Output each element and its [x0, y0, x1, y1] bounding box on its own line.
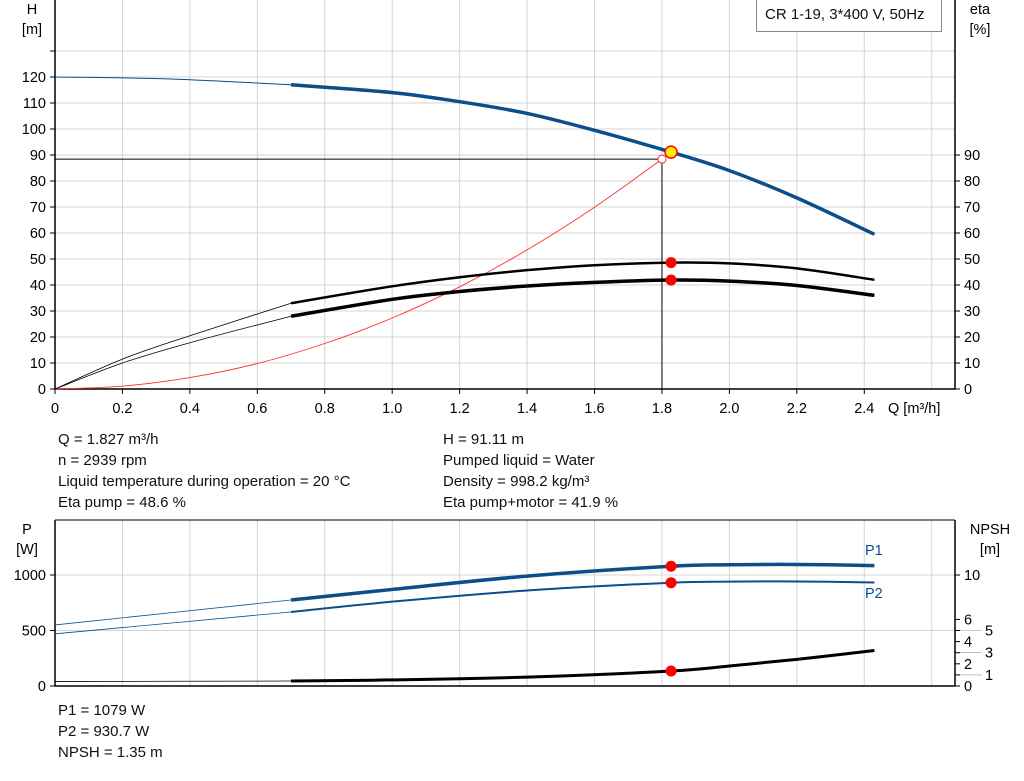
y-tick-label-left: 10 [30, 356, 46, 372]
eta-pump-marker [665, 257, 677, 269]
info-top-left: Q = 1.827 m³/h n = 2939 rpm Liquid tempe… [58, 429, 350, 513]
x-tick-label: 0.8 [315, 401, 335, 417]
y-tick-label-right: 80 [964, 174, 980, 190]
y-tick-label-left: 80 [30, 174, 46, 190]
y-tick-label-right: 40 [964, 278, 980, 294]
y-tick-label-right: 70 [964, 200, 980, 216]
y-axis-label-left: P [22, 522, 32, 538]
head-curve-thin [54, 76, 292, 86]
y-tick-label-right: 0 [964, 382, 972, 398]
requested-point-marker [657, 154, 667, 164]
y-tick-label-left: 30 [30, 304, 46, 320]
info-liquid: Pumped liquid = Water [443, 452, 595, 469]
y-tick-label-left: 20 [30, 330, 46, 346]
info-n: n = 2939 rpm [58, 452, 147, 469]
y-tick-label-left: 1000 [14, 568, 46, 584]
p1-curve-line [290, 562, 875, 602]
y-tick-label-right: 1 [985, 668, 993, 684]
info-bottom: P1 = 1079 W P2 = 930.7 W NPSH = 1.35 m [58, 700, 163, 763]
y-tick-label-right: 90 [964, 148, 980, 164]
x-tick-label: 1.2 [450, 401, 470, 417]
p1-curve-thin [54, 599, 292, 626]
y-tick-label-left: 110 [23, 96, 46, 112]
info-temp: Liquid temperature during operation = 20… [58, 473, 351, 490]
x-axis-label: Q [m³/h] [888, 401, 940, 417]
y-axis-unit-left: [m] [22, 22, 42, 38]
info-npsh: NPSH = 1.35 m [58, 744, 163, 761]
p2-label: P2 [865, 586, 883, 602]
info-eta-pump: Eta pump = 48.6 % [58, 494, 186, 511]
x-tick-label: 0.6 [247, 401, 267, 417]
y-axis-unit-right: [%] [970, 22, 991, 38]
y-tick-label-left: 0 [38, 679, 46, 695]
duty-point-marker [664, 145, 678, 159]
y-tick-label-right: 0 [964, 679, 972, 695]
y-tick-label-left: 120 [22, 70, 46, 86]
eta-pump-motor-curve-thin [54, 315, 292, 390]
info-eta-total: Eta pump+motor = 41.9 % [443, 494, 619, 511]
eta-pump-curve-thin [54, 302, 292, 390]
p1-marker [665, 560, 677, 572]
y-tick-label-right: 5 [985, 624, 993, 640]
npsh-marker [665, 665, 677, 677]
y-tick-label-left: 500 [22, 624, 46, 640]
x-tick-label: 1.8 [652, 401, 672, 417]
info-top-right: H = 91.11 m Pumped liquid = Water Densit… [443, 429, 618, 513]
head-curve-line [290, 83, 876, 236]
x-tick-label: 2.4 [854, 401, 874, 417]
y-tick-label-left: 90 [30, 148, 46, 164]
y-axis-unit-right: [m] [980, 542, 1000, 558]
y-tick-label-right: 30 [964, 304, 980, 320]
x-tick-label: 2.0 [719, 401, 739, 417]
info-p1: P1 = 1079 W [58, 702, 146, 719]
npsh-curve-thin [54, 680, 292, 682]
y-tick-label-right: 3 [985, 646, 993, 662]
y-axis-label-left: H [27, 2, 37, 18]
info-p2: P2 = 930.7 W [58, 723, 150, 740]
info-h: H = 91.11 m [443, 431, 525, 448]
p2-marker [665, 577, 677, 589]
y-axis-label-right: eta [970, 2, 991, 18]
eta-pump-motor-curve-line [290, 278, 875, 318]
y-axis-unit-left: [W] [16, 542, 38, 558]
y-tick-label-right: 2 [964, 657, 972, 673]
info-q: Q = 1.827 m³/h [58, 431, 159, 448]
y-tick-label-left: 70 [30, 200, 46, 216]
x-tick-label: 1.4 [517, 401, 537, 417]
x-tick-label: 0.2 [112, 401, 132, 417]
y-tick-label-right: 10 [964, 568, 980, 584]
info-density: Density = 998.2 kg/m³ [443, 473, 590, 490]
npsh-curve-line [291, 648, 875, 683]
y-tick-label-right: 50 [964, 252, 980, 268]
y-tick-label-right: 6 [964, 612, 972, 628]
x-tick-label: 0 [51, 401, 59, 417]
system-curve [54, 158, 663, 390]
p2-curve-line [290, 580, 875, 613]
x-tick-label: 1.6 [584, 401, 604, 417]
y-axis-label-right: NPSH [970, 522, 1010, 538]
eta-total-marker [665, 274, 677, 286]
y-tick-label-left: 0 [38, 382, 46, 398]
y-tick-label-left: 100 [22, 122, 46, 138]
x-tick-label: 0.4 [180, 401, 200, 417]
p2-curve-thin [54, 611, 292, 635]
y-tick-label-right: 10 [964, 356, 980, 372]
p1-label: P1 [865, 543, 883, 559]
x-tick-label: 1.0 [382, 401, 402, 417]
y-tick-label-left: 40 [30, 278, 46, 294]
y-tick-label-right: 60 [964, 226, 980, 242]
x-tick-label: 2.2 [787, 401, 807, 417]
y-tick-label-left: 60 [30, 226, 46, 242]
y-tick-label-left: 50 [30, 252, 46, 268]
legend-text: CR 1-19, 3*400 V, 50Hz [765, 6, 925, 23]
y-tick-label-right: 20 [964, 330, 980, 346]
legend-box: CR 1-19, 3*400 V, 50Hz [756, 0, 942, 32]
eta-pump-curve-line [290, 261, 875, 305]
y-tick-label-right: 4 [964, 635, 972, 651]
